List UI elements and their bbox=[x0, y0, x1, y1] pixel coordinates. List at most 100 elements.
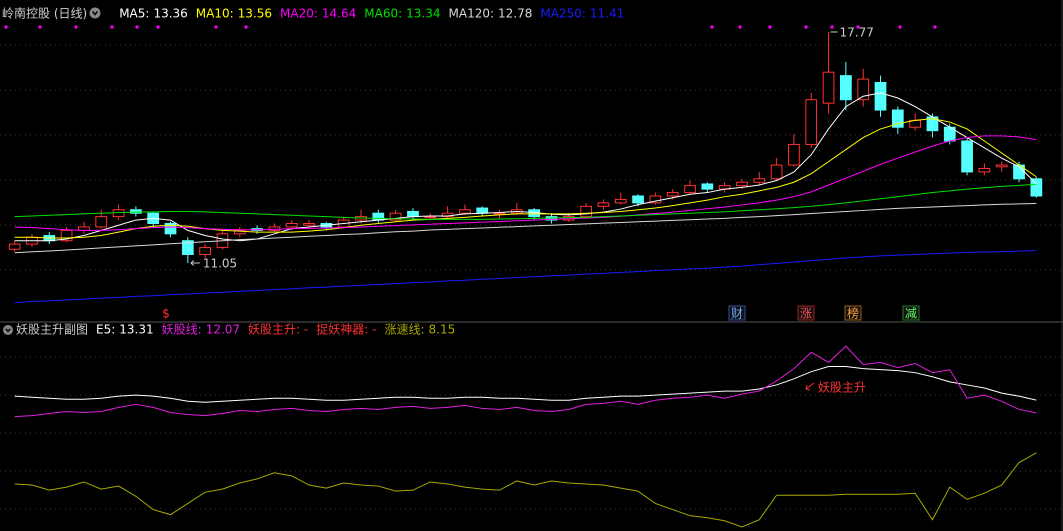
legend-value: 13.31 bbox=[119, 323, 153, 337]
settings-icon-chevron bbox=[91, 11, 99, 16]
legend-text: 妖股主升: - bbox=[248, 323, 308, 337]
candle-body bbox=[666, 192, 679, 197]
candle-body bbox=[891, 109, 904, 128]
candle-body bbox=[95, 216, 108, 228]
signal-label: 财 bbox=[731, 307, 743, 321]
low-label: 11.05 bbox=[203, 257, 237, 271]
signal-dot bbox=[135, 25, 139, 29]
panel-title: 妖股主升副图 bbox=[16, 323, 88, 337]
legend-name: MA5: bbox=[119, 7, 149, 21]
legend-value: 13.34 bbox=[406, 7, 440, 21]
signal-dot bbox=[38, 25, 42, 29]
candle-body bbox=[857, 78, 870, 101]
candle-body bbox=[233, 229, 246, 235]
signal-dot bbox=[933, 25, 937, 29]
candle-body bbox=[684, 185, 696, 194]
legend-text: 捉妖神器: - bbox=[316, 322, 376, 337]
legend-value: 13.56 bbox=[238, 7, 272, 21]
legend-value: 11.41 bbox=[590, 7, 624, 21]
signal-dot bbox=[710, 25, 714, 29]
candle-body bbox=[164, 223, 177, 235]
candle-body bbox=[181, 240, 194, 255]
annotation-label: 妖股主升 bbox=[818, 381, 866, 395]
stock-title: 岭南控股 (日线) bbox=[2, 6, 87, 21]
candle-body bbox=[649, 195, 662, 204]
signal-label: 减 bbox=[905, 307, 917, 321]
legend-value: 12.07 bbox=[206, 323, 240, 337]
ma-line bbox=[14, 250, 1037, 304]
candle-body bbox=[805, 99, 818, 145]
candle-body bbox=[839, 75, 852, 101]
candle-body bbox=[199, 247, 212, 255]
sub-settings-icon[interactable] bbox=[3, 325, 13, 335]
indicator-line bbox=[14, 366, 1037, 403]
ma-line bbox=[14, 183, 1037, 220]
legend-value: 8.15 bbox=[429, 323, 456, 337]
signal-dot bbox=[830, 25, 834, 29]
signal-dot bbox=[156, 25, 160, 29]
candle-body bbox=[822, 71, 835, 104]
candle-body bbox=[60, 229, 73, 242]
legend-name: 涨速线: bbox=[384, 322, 424, 337]
ma-line bbox=[14, 203, 1037, 254]
legend-name: 妖股线: bbox=[162, 323, 202, 337]
ma-line bbox=[14, 118, 1037, 239]
candle-body bbox=[112, 209, 125, 218]
signal-dot bbox=[4, 25, 8, 29]
signal-dot bbox=[768, 25, 772, 29]
candle-body bbox=[372, 212, 385, 221]
legend-name: MA60: bbox=[364, 7, 402, 21]
signal-dot bbox=[738, 25, 742, 29]
candle-body bbox=[476, 207, 489, 214]
signal-box bbox=[797, 305, 815, 321]
candle-body bbox=[493, 212, 506, 215]
signal-dot bbox=[804, 25, 808, 29]
signal-label: 涨 bbox=[800, 306, 812, 321]
signal-label: 榜 bbox=[847, 306, 859, 321]
signal-box bbox=[844, 305, 862, 321]
legend-value: 13.36 bbox=[153, 7, 187, 21]
candle-body bbox=[285, 223, 298, 228]
settings-icon-circle[interactable] bbox=[3, 325, 13, 335]
signal-box bbox=[728, 305, 746, 321]
signal-dot bbox=[214, 25, 218, 29]
candle-body bbox=[701, 183, 714, 190]
candle-body bbox=[580, 205, 592, 218]
legend-name: MA120: bbox=[449, 7, 495, 21]
settings-icon-chevron bbox=[5, 328, 11, 333]
candle-body bbox=[632, 195, 644, 204]
signal-dot bbox=[244, 25, 248, 29]
low-arrow bbox=[190, 260, 200, 266]
legend-name: MA10: bbox=[196, 7, 234, 21]
candle-body bbox=[424, 216, 437, 219]
candle-body bbox=[459, 209, 471, 214]
indicator-line bbox=[14, 452, 1037, 528]
candle-body bbox=[995, 164, 1008, 168]
candle-body bbox=[978, 167, 991, 173]
ma-line bbox=[14, 135, 1037, 231]
signal-box bbox=[902, 305, 920, 321]
settings-icon-circle[interactable] bbox=[89, 7, 101, 19]
ma-line bbox=[14, 92, 1037, 242]
signal-dot bbox=[898, 25, 902, 29]
annotation-arrow bbox=[805, 382, 815, 391]
signal-dot bbox=[856, 25, 860, 29]
candle-body bbox=[303, 223, 315, 226]
candle-body bbox=[130, 209, 142, 214]
settings-icon[interactable] bbox=[89, 7, 101, 19]
legend-value: 12.78 bbox=[498, 7, 532, 21]
legend-name: MA250: bbox=[540, 7, 586, 21]
candle-body bbox=[753, 178, 766, 183]
signal-dot bbox=[74, 25, 78, 29]
candle-body bbox=[961, 140, 973, 173]
candle-body bbox=[389, 212, 402, 221]
candle-body bbox=[736, 181, 748, 187]
legend-name: MA20: bbox=[280, 7, 318, 21]
candle-body bbox=[788, 143, 800, 166]
candle-body bbox=[770, 164, 783, 180]
legend-name: E5: bbox=[96, 323, 115, 337]
high-label: 17.77 bbox=[840, 25, 874, 39]
